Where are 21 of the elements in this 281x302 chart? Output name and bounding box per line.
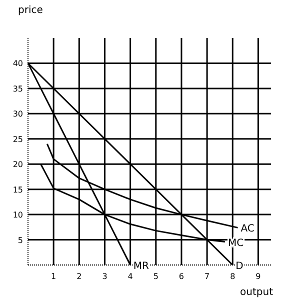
x-tick-label: 5 <box>153 272 158 281</box>
y-tick-label: 30 <box>12 110 23 119</box>
x-tick-label: 1 <box>51 272 56 281</box>
series-label: AC <box>240 224 254 235</box>
y-tick-label: 40 <box>12 59 23 68</box>
x-tick-label: 2 <box>76 272 82 281</box>
x-tick-label: 7 <box>204 272 210 281</box>
y-tick-label: 15 <box>12 185 23 194</box>
y-tick-label: 10 <box>12 210 23 220</box>
x-tick-label: 6 <box>178 272 184 281</box>
x-tick-label: 4 <box>128 272 133 281</box>
y-axis-title: price <box>18 5 43 16</box>
x-axis-title: output <box>240 287 274 298</box>
y-tick-label: 5 <box>18 236 23 245</box>
x-tick-label: 3 <box>102 272 108 281</box>
y-tick-label: 25 <box>12 134 23 144</box>
x-tick-label: 9 <box>256 272 261 281</box>
y-tick-label: 35 <box>12 84 23 94</box>
y-tick-label: 20 <box>12 160 23 170</box>
series-label: D <box>236 261 244 272</box>
x-tick-label: 8 <box>230 272 236 281</box>
